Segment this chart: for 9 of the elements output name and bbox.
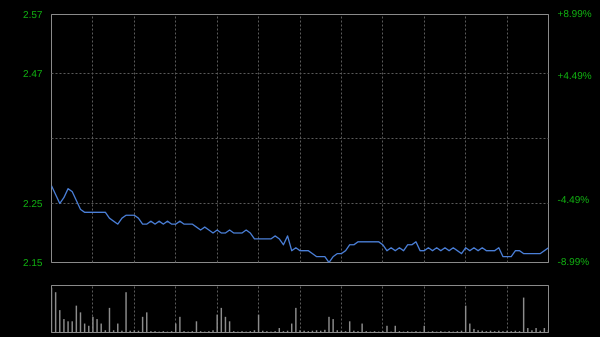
y2-tick-label: +4.49% xyxy=(558,71,592,82)
y-tick-label: 2.47 xyxy=(23,69,43,80)
y2-tick-label: -8.99% xyxy=(558,257,590,268)
y2-tick-label: +8.99% xyxy=(558,9,592,20)
y-tick-label: 2.25 xyxy=(23,198,43,210)
y2-tick-label: -4.49% xyxy=(558,194,590,206)
y-tick-label: 2.57 xyxy=(23,10,43,21)
y-tick-label: 2.15 xyxy=(23,258,43,269)
line-series xyxy=(52,185,548,262)
